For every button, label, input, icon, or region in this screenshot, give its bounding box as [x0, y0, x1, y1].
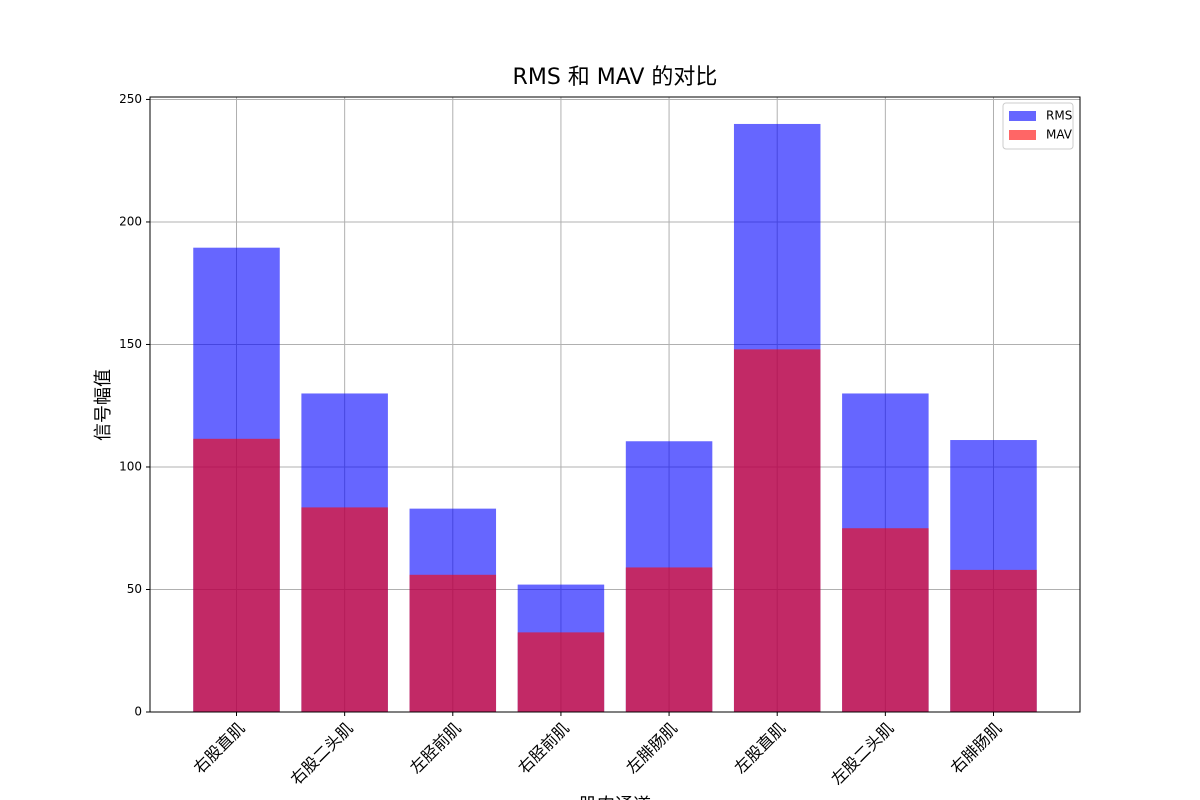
bar — [950, 569, 1037, 712]
x-tick-label: 右胫前肌 — [514, 719, 573, 778]
legend-swatch — [1009, 111, 1036, 121]
y-tick-label: 0 — [134, 705, 142, 719]
x-tick-label: 右腓肠肌 — [947, 719, 1006, 778]
bar — [301, 507, 388, 712]
x-tick-label: 右股直肌 — [190, 719, 249, 778]
y-tick-label: 50 — [127, 582, 142, 596]
y-tick-label: 200 — [119, 214, 142, 228]
legend-swatch — [1009, 130, 1036, 140]
bar — [409, 574, 497, 712]
plot-frame — [149, 96, 1081, 713]
legend: RMS MAV — [1002, 102, 1074, 150]
bar — [625, 567, 713, 712]
x-tick-label: 右股二头肌 — [287, 719, 357, 789]
bars — [193, 123, 1037, 712]
y-tick-label: 100 — [119, 459, 142, 473]
y-tick-label: 150 — [119, 337, 142, 351]
grid — [150, 97, 1080, 713]
x-tick-label: 左腓肠肌 — [622, 719, 681, 778]
bar — [517, 632, 605, 712]
x-tick-label: 左股直肌 — [731, 719, 790, 778]
x-tick-label: 左股二头肌 — [827, 719, 897, 789]
x-axis-label: 肌肉通道 — [579, 795, 651, 800]
bar — [733, 349, 821, 712]
x-tick-label: 左胫前肌 — [406, 719, 465, 778]
bar — [193, 438, 280, 712]
y-tick-label: 250 — [119, 92, 142, 106]
chart-title: RMS 和 MAV 的对比 — [513, 65, 718, 90]
legend-label: RMS — [1046, 109, 1072, 123]
y-axis-label: 信号幅值 — [93, 369, 114, 441]
bar — [842, 528, 929, 712]
legend-label: MAV — [1046, 128, 1073, 142]
